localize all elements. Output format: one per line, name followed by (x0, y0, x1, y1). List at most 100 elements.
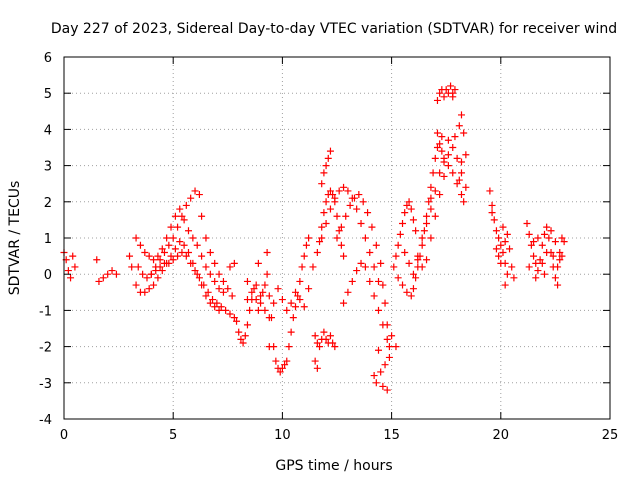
data-point (311, 332, 319, 340)
data-point (165, 241, 173, 249)
data-point (527, 241, 535, 249)
data-point (409, 285, 417, 293)
data-point (274, 285, 282, 293)
data-point (534, 234, 542, 242)
data-point (198, 252, 206, 260)
data-point (141, 248, 149, 256)
data-point (320, 209, 328, 217)
data-point (556, 256, 564, 264)
data-point (326, 332, 334, 340)
data-point (257, 292, 265, 300)
data-point (457, 158, 465, 166)
data-point (455, 122, 463, 130)
data-point (549, 252, 557, 260)
data-point (318, 180, 326, 188)
data-point (366, 248, 374, 256)
data-point (451, 133, 459, 141)
data-point (374, 306, 382, 314)
data-point (436, 191, 444, 199)
data-point (252, 281, 260, 289)
data-point (390, 263, 398, 271)
data-point (178, 248, 186, 256)
data-point (453, 180, 461, 188)
data-point (215, 306, 223, 314)
data-point (499, 248, 507, 256)
data-point (403, 288, 411, 296)
data-point (174, 252, 182, 260)
data-point (433, 96, 441, 104)
data-point (425, 198, 433, 206)
data-point (195, 191, 203, 199)
data-point (381, 299, 389, 307)
data-point (412, 227, 420, 235)
x-axis-label: GPS time / hours (275, 458, 392, 474)
data-point (449, 144, 457, 151)
data-point (440, 93, 448, 101)
data-point (457, 111, 465, 119)
data-point (206, 299, 214, 307)
data-point (93, 256, 101, 264)
data-point (305, 285, 313, 293)
data-point (418, 241, 426, 249)
data-point (444, 151, 452, 159)
data-point (431, 212, 439, 220)
data-point (326, 205, 334, 213)
data-point (150, 281, 158, 289)
data-point (399, 281, 407, 289)
data-point (239, 339, 247, 347)
y-tick-label: -4 (39, 413, 52, 428)
data-point (405, 198, 413, 206)
data-point (342, 212, 350, 220)
data-point (453, 154, 461, 162)
data-point (355, 191, 363, 199)
data-point (340, 183, 348, 191)
data-point (176, 205, 184, 213)
data-point (226, 263, 234, 271)
data-point (488, 201, 496, 209)
data-point (169, 234, 177, 242)
data-point (423, 256, 431, 264)
x-tick-label: 20 (493, 428, 510, 443)
data-point (261, 281, 269, 289)
data-point (534, 267, 542, 275)
data-point (431, 154, 439, 162)
data-point (440, 158, 448, 166)
data-point (442, 86, 450, 94)
data-point (292, 288, 300, 296)
data-point (357, 259, 365, 267)
data-point (313, 339, 321, 347)
data-point (359, 198, 367, 206)
data-point (543, 248, 551, 256)
data-point (217, 303, 225, 311)
data-point (252, 296, 260, 304)
data-point (235, 328, 243, 336)
data-point (427, 194, 435, 202)
data-point (329, 339, 337, 347)
data-point (322, 198, 330, 206)
data-point (316, 343, 324, 351)
data-point (418, 234, 426, 242)
data-point (198, 212, 206, 220)
data-point (250, 285, 258, 293)
data-point (259, 288, 267, 296)
data-point (429, 169, 437, 177)
data-point (551, 238, 559, 246)
data-point (176, 238, 184, 246)
x-tick-label: 10 (274, 428, 291, 443)
data-point (392, 252, 400, 260)
data-point (374, 346, 382, 354)
data-point (213, 299, 221, 307)
x-tick-label: 0 (60, 428, 68, 443)
data-point (139, 270, 147, 278)
data-point (540, 230, 548, 238)
data-point (211, 259, 219, 267)
data-point (427, 234, 435, 242)
data-point (543, 223, 551, 231)
data-point (128, 263, 136, 271)
data-point (372, 379, 380, 387)
data-point (381, 361, 389, 369)
data-point (394, 241, 402, 249)
data-point (230, 314, 238, 322)
data-point (233, 317, 241, 325)
